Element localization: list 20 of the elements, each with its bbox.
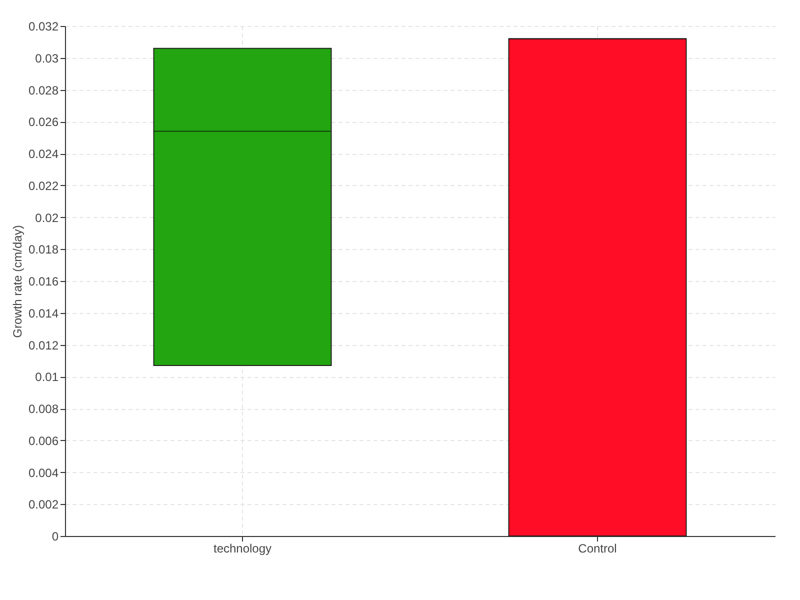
x-tick-label: technology: [213, 542, 272, 556]
y-tick-label: 0.03: [35, 51, 59, 66]
y-tick-label: 0.024: [28, 147, 59, 161]
y-tick-label: 0.012: [28, 338, 59, 352]
y-tick-label: 0.004: [28, 466, 59, 480]
y-tick-label: 0.008: [28, 402, 59, 416]
y-tick-label: 0.002: [28, 498, 59, 512]
y-tick-label: 0.018: [28, 242, 59, 257]
x-tick-label: Control: [578, 542, 617, 556]
y-tick-label: 0.028: [28, 83, 59, 98]
y-tick-label: 0.032: [28, 20, 59, 34]
y-tick-label: 0.016: [28, 274, 59, 288]
y-tick-label: 0.006: [28, 434, 59, 448]
y-tick-label: 0.02: [35, 210, 59, 225]
y-axis-title: Growth rate (cm/day): [10, 225, 24, 338]
y-tick-label: 0: [52, 530, 59, 544]
y-tick-label: 0.022: [28, 178, 59, 193]
y-tick-label: 0.026: [28, 115, 59, 130]
y-tick-label: 0.01: [35, 370, 59, 384]
y-tick-label: 0.014: [28, 306, 59, 320]
